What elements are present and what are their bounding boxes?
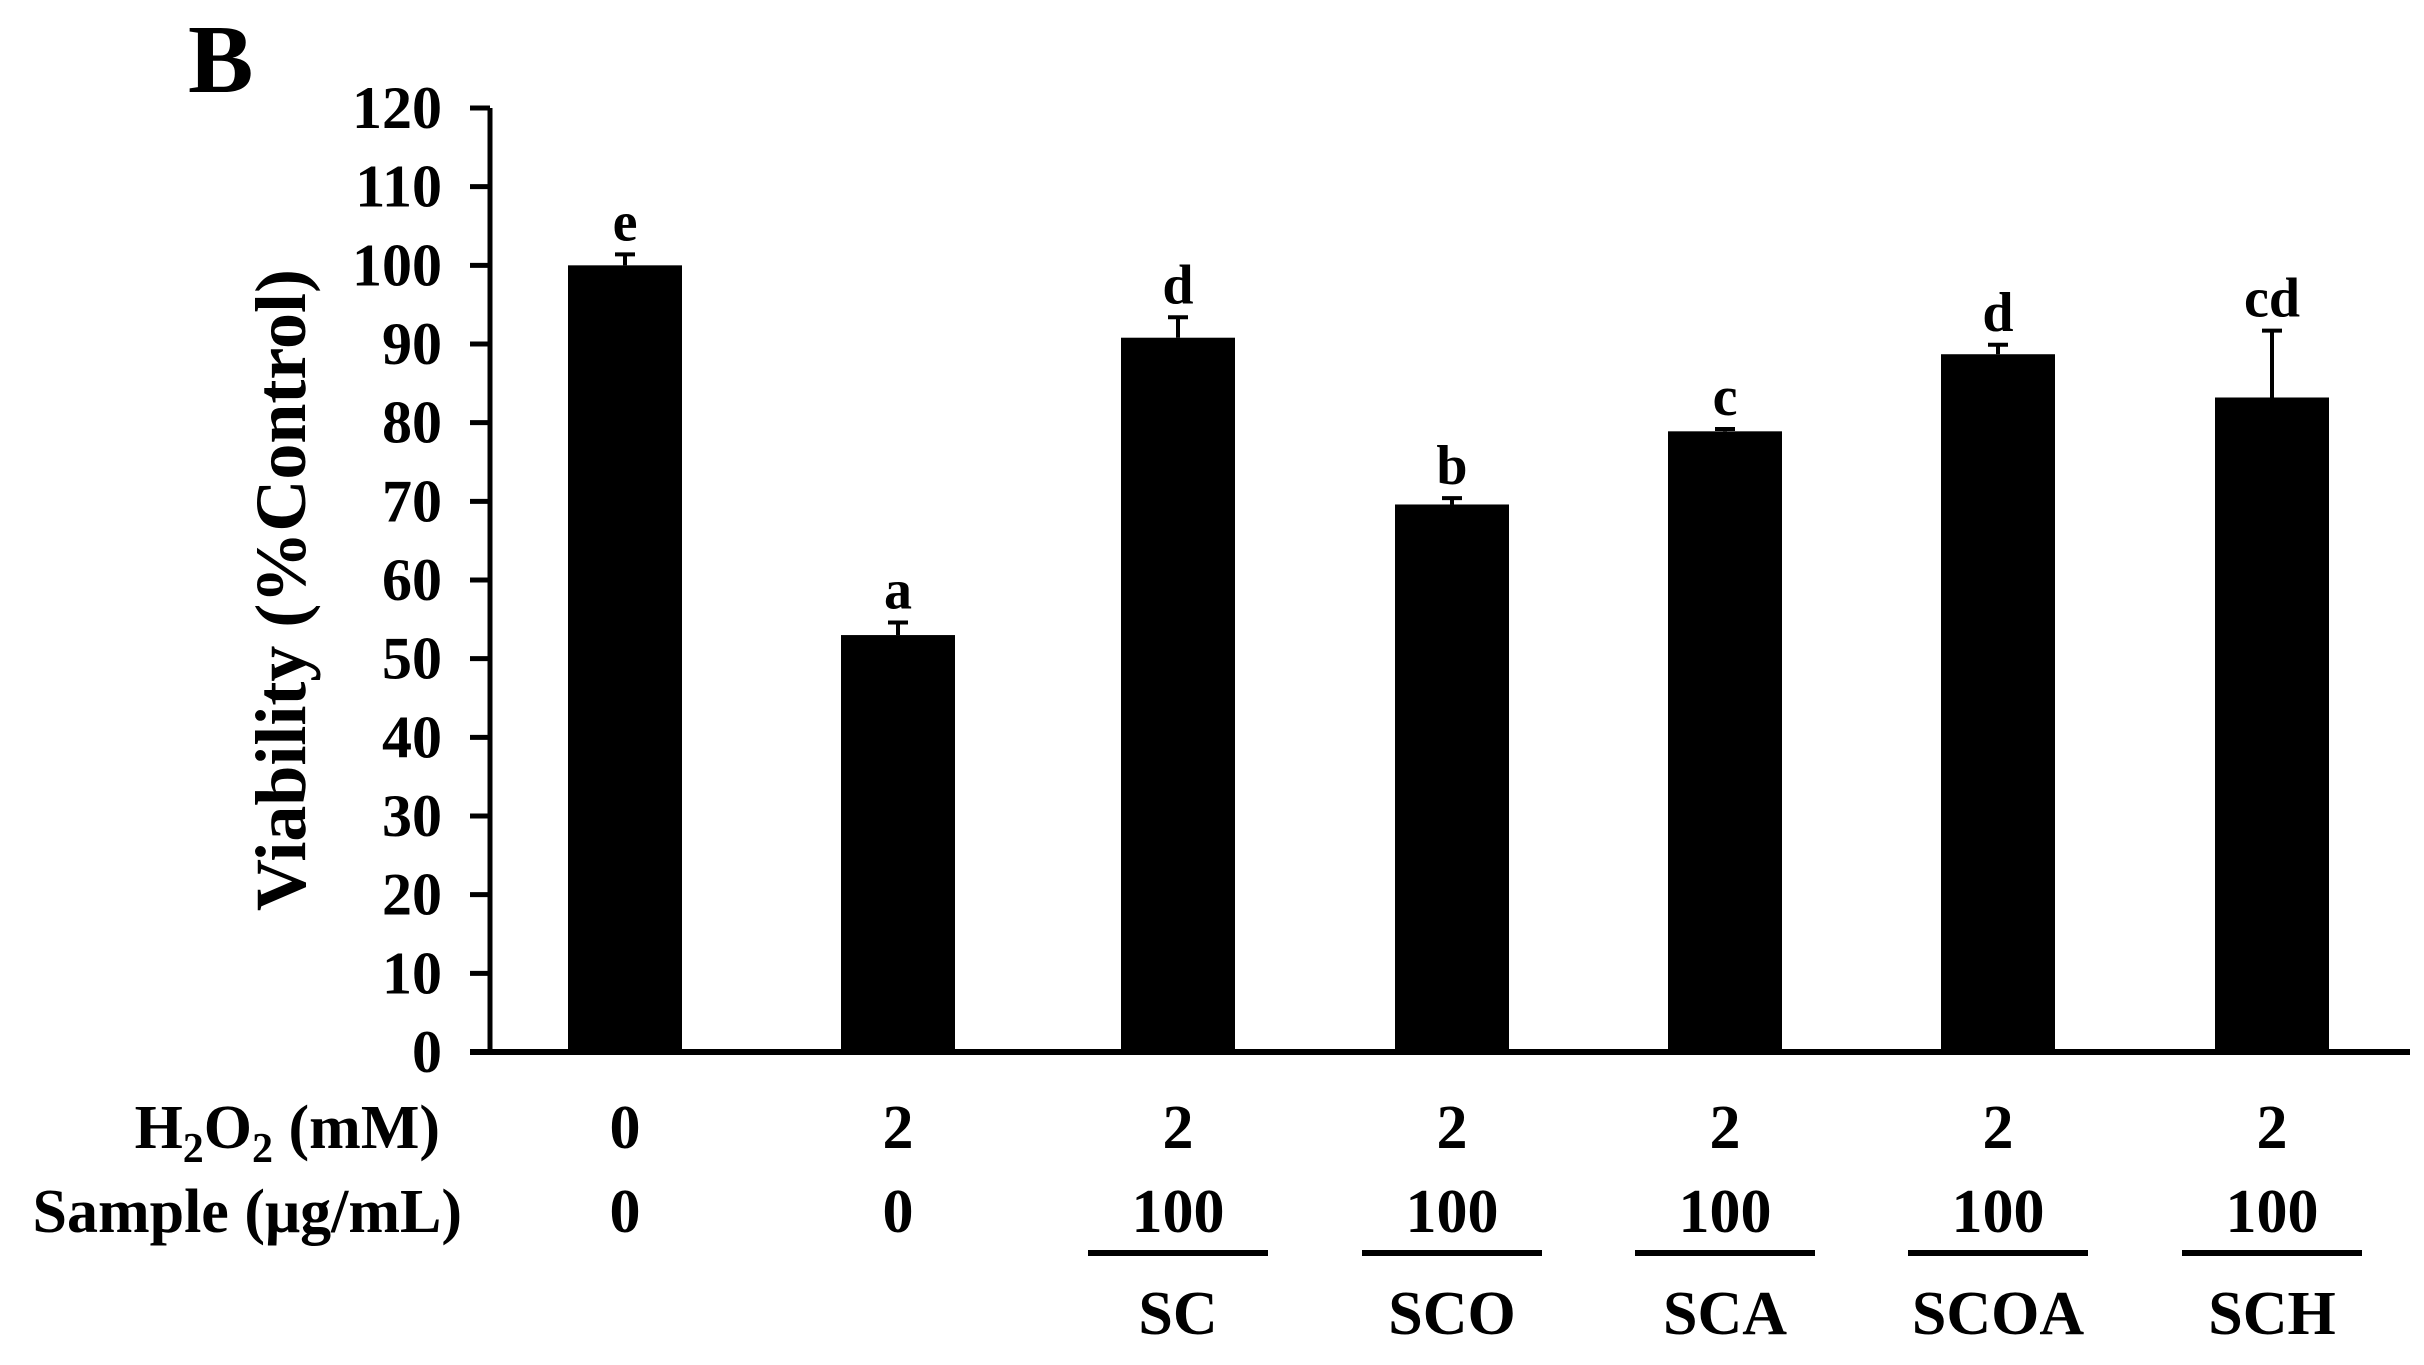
y-tick-label: 20 bbox=[382, 862, 442, 928]
sample-row-label: Sample (μg/mL) bbox=[32, 1178, 462, 1246]
panel-label: B bbox=[188, 6, 253, 114]
significance-letter: a bbox=[884, 559, 912, 621]
y-tick-label: 10 bbox=[382, 940, 442, 1006]
y-tick-label: 60 bbox=[382, 547, 442, 613]
sample-value: 100 bbox=[2226, 1178, 2319, 1246]
y-tick-label: 80 bbox=[382, 390, 442, 456]
significance-letter: e bbox=[613, 191, 638, 253]
y-axis-title: Viability (%Control) bbox=[241, 269, 321, 911]
h2o2-value: 0 bbox=[610, 1094, 641, 1162]
h2o2-label-h: H bbox=[135, 1094, 183, 1162]
sample-value: 100 bbox=[1679, 1178, 1772, 1246]
h2o2-label-o: O bbox=[204, 1094, 252, 1162]
h2o2-label-sub2: 2 bbox=[252, 1126, 273, 1172]
bar bbox=[568, 265, 682, 1052]
bar bbox=[1121, 337, 1235, 1052]
sample-name-label: SCH bbox=[2208, 1280, 2335, 1348]
h2o2-value: 2 bbox=[1163, 1094, 1194, 1162]
sample-value: 100 bbox=[1132, 1178, 1225, 1246]
significance-letter: b bbox=[1436, 435, 1467, 497]
bar bbox=[841, 635, 955, 1052]
h2o2-label-unit: (mM) bbox=[273, 1094, 440, 1162]
significance-letter: cd bbox=[2244, 268, 2300, 330]
bar bbox=[2215, 397, 2329, 1052]
y-tick-label: 0 bbox=[412, 1019, 442, 1085]
significance-letter: c bbox=[1713, 366, 1738, 428]
y-tick-label: 110 bbox=[355, 154, 442, 220]
y-tick-label: 100 bbox=[352, 232, 442, 298]
y-tick-label: 50 bbox=[382, 626, 442, 692]
y-tick-label: 120 bbox=[352, 75, 442, 141]
y-tick-label: 30 bbox=[382, 783, 442, 849]
h2o2-value: 2 bbox=[1983, 1094, 2014, 1162]
y-tick-label: 70 bbox=[382, 468, 442, 534]
sample-name-label: SC bbox=[1138, 1280, 1217, 1348]
treatment-table: H2O2 (mM) Sample (μg/mL) 0 2 2 2 2 2 20 0 100 100… bbox=[32, 1094, 2362, 1348]
bar bbox=[1941, 354, 2055, 1052]
sample-name-label: SCA bbox=[1663, 1280, 1787, 1348]
significance-letter: d bbox=[1162, 254, 1193, 316]
sample-value: 0 bbox=[610, 1178, 641, 1246]
bar bbox=[1395, 504, 1509, 1053]
bar bbox=[1668, 431, 1782, 1052]
significance-letter: d bbox=[1982, 282, 2013, 344]
h2o2-value: 2 bbox=[1710, 1094, 1741, 1162]
h2o2-value: 2 bbox=[883, 1094, 914, 1162]
sample-value: 100 bbox=[1952, 1178, 2045, 1246]
h2o2-label-sub1: 2 bbox=[183, 1126, 204, 1172]
y-tick-label: 90 bbox=[382, 311, 442, 377]
sample-name-label: SCOA bbox=[1912, 1280, 2084, 1348]
sample-value: 0 bbox=[883, 1178, 914, 1246]
h2o2-value: 2 bbox=[2257, 1094, 2288, 1162]
h2o2-value: 2 bbox=[1437, 1094, 1468, 1162]
y-tick-label: 40 bbox=[382, 704, 442, 770]
sample-name-label: SCO bbox=[1388, 1280, 1515, 1348]
h2o2-row-label: H2O2 (mM) bbox=[135, 1094, 440, 1172]
sample-value: 100 bbox=[1406, 1178, 1499, 1246]
